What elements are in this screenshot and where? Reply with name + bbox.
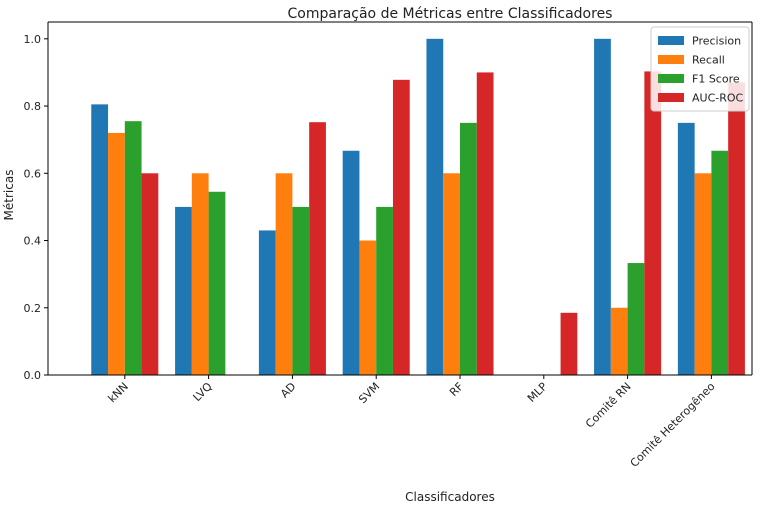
bar-f1-score-2 — [292, 206, 310, 375]
legend-swatch-f1-score — [658, 74, 684, 83]
legend-frame — [650, 26, 750, 112]
x-axis-label: Classificadores — [405, 490, 495, 504]
bar-auc-roc-6 — [644, 71, 662, 376]
y-tick-label: 0.8 — [24, 100, 42, 113]
bar-precision-0 — [91, 104, 109, 376]
bar-precision-7 — [677, 122, 695, 375]
legend-swatch-auc-roc — [658, 93, 684, 102]
bar-f1-score-6 — [627, 263, 645, 375]
bar-f1-score-0 — [124, 121, 142, 376]
legend-label-precision: Precision — [692, 35, 741, 48]
y-axis-label: Métricas — [2, 170, 16, 221]
x-tick-label: Comitê Heterogêneo — [628, 380, 718, 470]
bar-auc-roc-2 — [309, 122, 326, 376]
bar-precision-6 — [594, 38, 611, 376]
bar-precision-1 — [175, 206, 192, 375]
legend-label-auc-roc: AUC-ROC — [692, 92, 744, 105]
bar-precision-2 — [258, 230, 276, 375]
bar-auc-roc-4 — [476, 72, 494, 376]
y-tick-label: 0.4 — [24, 235, 42, 248]
bar-auc-roc-5 — [560, 312, 578, 375]
legend-label-f1-score: F1 Score — [692, 73, 740, 86]
bar-precision-4 — [426, 38, 444, 376]
legend-swatch-recall — [658, 55, 684, 64]
bar-f1-score-4 — [460, 122, 477, 375]
bar-recall-3 — [359, 240, 377, 375]
y-tick-label: 0.0 — [24, 369, 42, 382]
bar-recall-6 — [610, 307, 628, 375]
x-tick-label: RF — [447, 380, 466, 399]
plot-area: 0.0 0.2 0.4 0.6 0.8 1.0 kNN LVQ AD SVM RF MLP Comitê… — [24, 21, 753, 470]
legend-label-recall: Recall — [692, 54, 725, 67]
x-tick-label: MLP — [525, 380, 550, 405]
y-tick-label: 0.2 — [24, 302, 42, 315]
x-tick-label: LVQ — [191, 380, 215, 404]
y-tick-label: 0.6 — [24, 167, 42, 180]
bar-recall-4 — [443, 173, 460, 375]
bar-auc-roc-0 — [141, 173, 159, 375]
bar-recall-7 — [694, 173, 712, 375]
x-tick-label: SVM — [356, 380, 382, 406]
x-tick-label: AD — [278, 380, 299, 401]
bar-recall-1 — [191, 173, 209, 375]
bar-recall-2 — [275, 173, 293, 375]
bar-recall-0 — [108, 132, 125, 375]
legend-swatch-precision — [658, 36, 684, 45]
bar-f1-score-7 — [711, 150, 729, 375]
chart-title: Comparação de Métricas entre Classificad… — [288, 6, 613, 22]
x-tick-label: Comitê RN — [583, 380, 634, 431]
bar-f1-score-1 — [208, 191, 226, 375]
bar-f1-score-3 — [376, 206, 393, 375]
chart-legend: Precision Recall F1 Score AUC-ROC — [650, 26, 750, 112]
bar-auc-roc-3 — [392, 79, 410, 375]
bar-precision-3 — [342, 150, 360, 375]
bar-auc-roc-7 — [728, 82, 745, 375]
x-tick-label: kNN — [106, 380, 131, 405]
y-tick-label: 1.0 — [24, 33, 42, 46]
